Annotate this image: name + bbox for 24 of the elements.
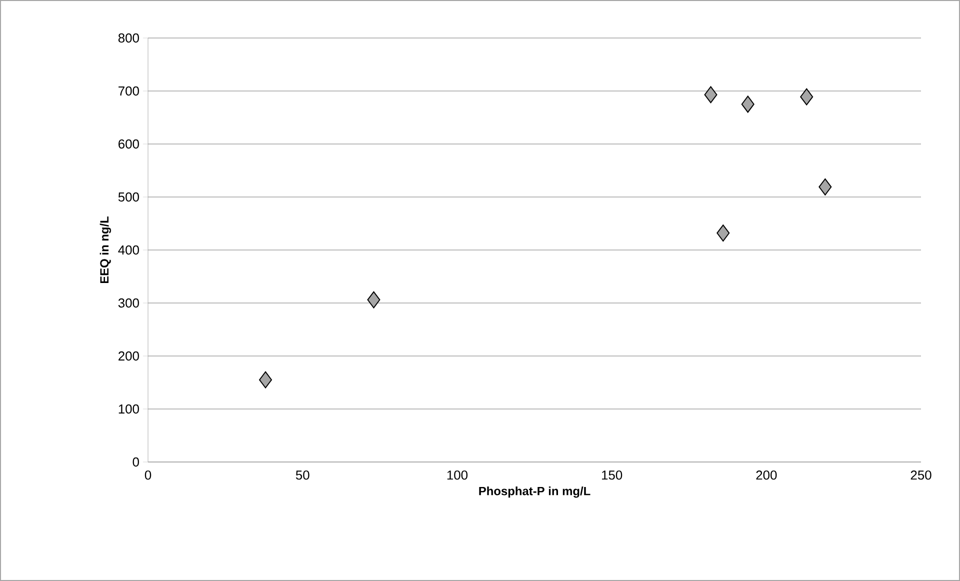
y-tick-label: 700 xyxy=(118,86,139,96)
y-tick-label: 0 xyxy=(132,457,139,467)
point xyxy=(818,178,832,196)
x-tick-label: 0 xyxy=(144,470,152,480)
x-tick-label: 150 xyxy=(602,470,622,480)
y-tick-label: 800 xyxy=(118,33,139,43)
x-tick-label: 100 xyxy=(447,470,468,480)
y-tick-label: 200 xyxy=(118,351,139,361)
point xyxy=(259,371,272,388)
point xyxy=(716,224,730,242)
y-tick-label: 300 xyxy=(118,298,139,308)
point xyxy=(741,96,754,113)
x-axis-title: Phosphat-P in mg/L xyxy=(479,486,590,498)
y-tick-label: 600 xyxy=(118,139,139,149)
x-tick-label: 250 xyxy=(910,470,932,480)
y-tick-label: 100 xyxy=(118,404,139,414)
x-tick-label: 200 xyxy=(756,470,777,480)
y-axis-title: EEQ in ng/L xyxy=(100,216,112,284)
x-tick-label: 50 xyxy=(296,470,310,480)
point xyxy=(800,88,814,106)
y-tick-label: 400 xyxy=(118,245,139,255)
point xyxy=(367,291,380,308)
y-tick-label: 500 xyxy=(118,192,139,202)
point xyxy=(704,86,718,104)
